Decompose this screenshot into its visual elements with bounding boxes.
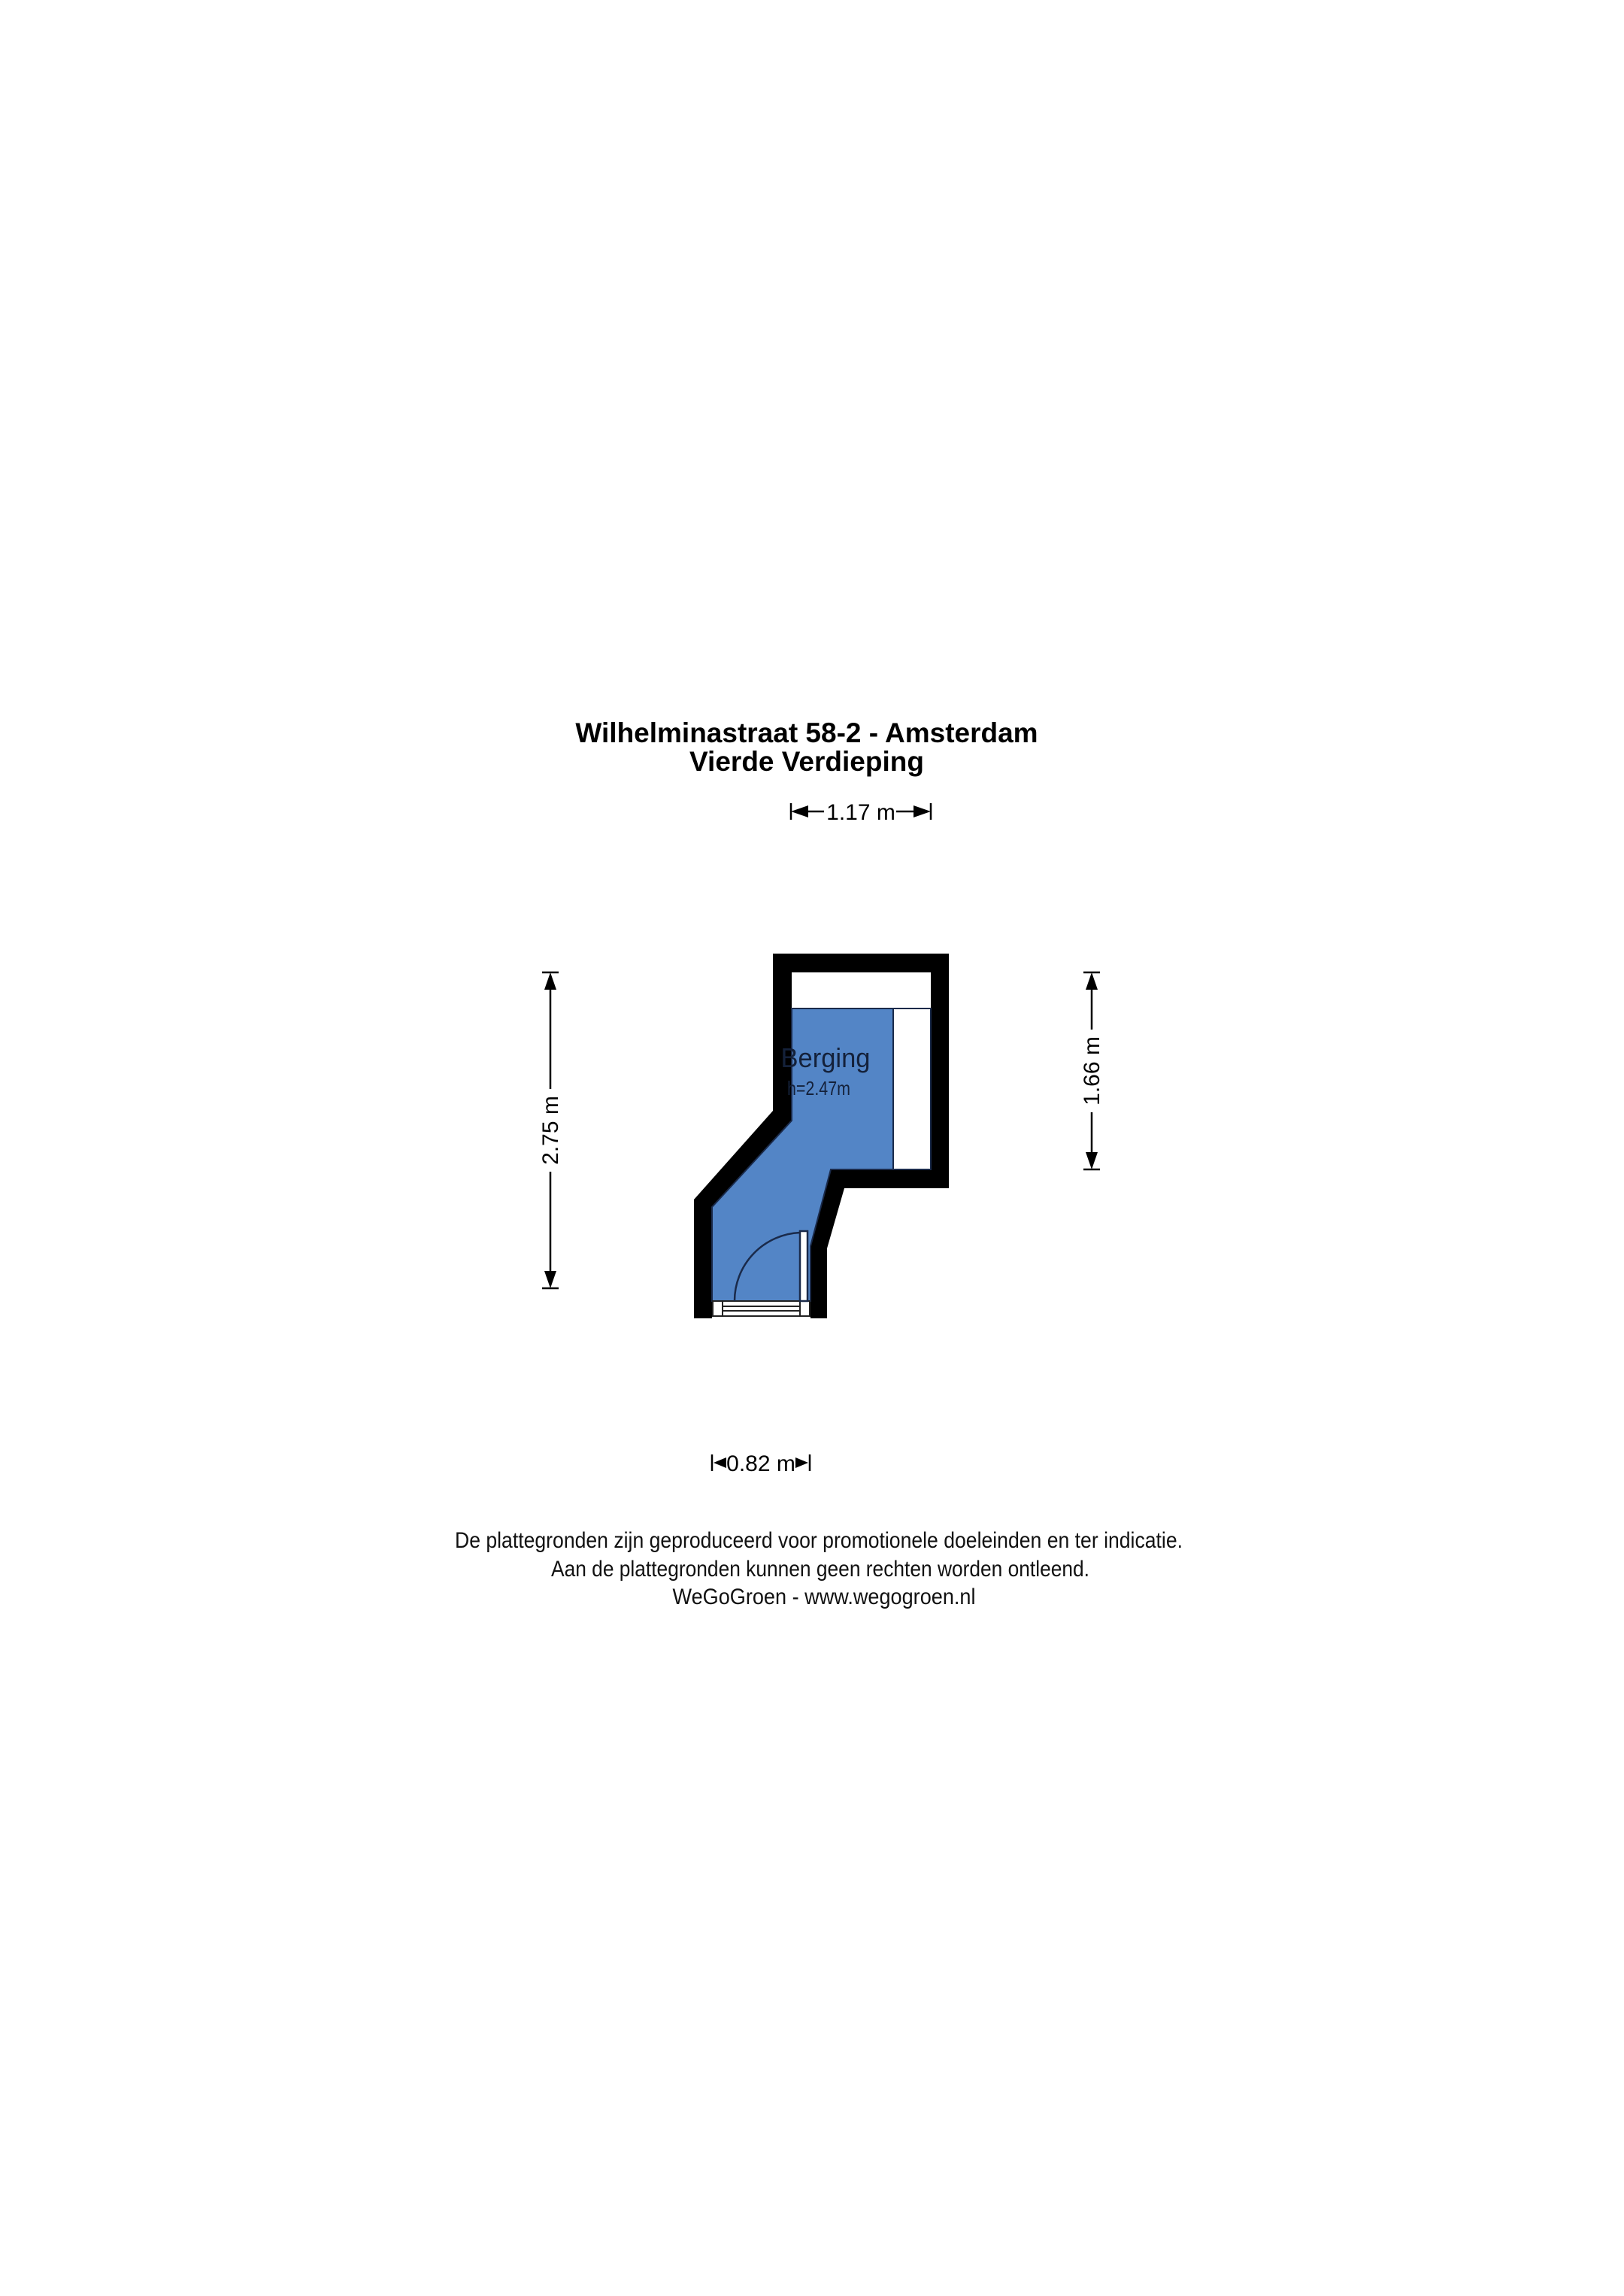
arrow-left-icon <box>714 1457 726 1468</box>
arrow-down-icon <box>544 1271 556 1288</box>
door-leaf <box>798 1230 809 1303</box>
footer-disclaimer: De plattegronden zijn geproduceerd voor … <box>455 1528 1183 1609</box>
door-jamb-left <box>712 1300 723 1317</box>
walls <box>694 954 949 1318</box>
room-name-label: Berging <box>781 1042 871 1073</box>
arrow-up-icon <box>544 972 556 990</box>
arrow-up-icon <box>1086 972 1098 990</box>
dimension-right-label: 1.66 m <box>1080 1036 1104 1106</box>
dimension-bottom-label: 0.82 m <box>726 1451 795 1476</box>
disclaimer-line-2: Aan de plattegronden kunnen geen rechten… <box>551 1557 1089 1582</box>
door-swing-arc <box>733 1231 801 1302</box>
door-jamb-right <box>799 1300 810 1317</box>
door-threshold <box>712 1300 810 1317</box>
arrow-right-icon <box>795 1457 808 1468</box>
floor-plan: Berging h=2.47m <box>694 954 949 1318</box>
dimension-tick <box>710 1454 811 1471</box>
arrow-down-icon <box>1086 1152 1098 1169</box>
threshold-stripes <box>723 1306 800 1312</box>
page-title: Wilhelminastraat 58-2 - Amsterdam <box>575 717 1038 748</box>
page-subtitle: Vierde Verdieping <box>689 746 924 777</box>
dimension-top: 1.17 m <box>789 800 932 825</box>
arrow-left-icon <box>791 805 808 817</box>
dimension-right: 1.66 m <box>1080 971 1104 1171</box>
disclaimer-line-1: De plattegronden zijn geproduceerd voor … <box>455 1528 1183 1553</box>
dimension-bottom: 0.82 m <box>710 1451 811 1476</box>
dimension-left-label: 2.75 m <box>538 1096 563 1165</box>
arrow-right-icon <box>914 805 931 817</box>
branding-line: WeGoGroen - www.wegogroen.nl <box>673 1585 976 1609</box>
room-ceiling-height-label: h=2.47m <box>787 1077 850 1099</box>
dimension-left: 2.75 m <box>538 971 563 1290</box>
dimension-top-label: 1.17 m <box>826 800 895 825</box>
closet-area <box>892 1008 932 1170</box>
